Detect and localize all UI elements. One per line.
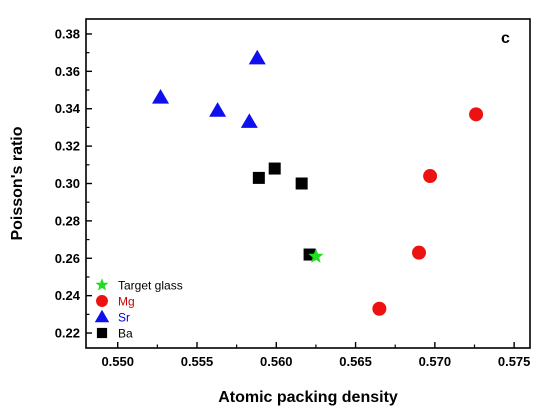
x-tick-label: 0.575: [498, 354, 531, 369]
x-tick-label: 0.565: [339, 354, 372, 369]
legend-marker-sr: [94, 309, 110, 323]
legend-label: Ba: [118, 327, 133, 341]
plot-frame: [85, 18, 531, 349]
ba-point: [252, 171, 265, 184]
legend-marker-ba: [96, 327, 108, 339]
x-tick-label: 0.550: [101, 354, 134, 369]
mg-point: [372, 301, 387, 316]
x-tick-label: 0.570: [419, 354, 452, 369]
legend-label: Mg: [118, 295, 135, 309]
target-glass-point: [308, 248, 324, 263]
ba-point: [268, 162, 281, 175]
sr-point: [240, 113, 258, 128]
y-tick-label: 0.24: [55, 288, 81, 303]
sr-point: [152, 89, 170, 104]
y-tick-label: 0.32: [55, 139, 80, 154]
x-axis-label: Atomic packing density: [218, 389, 398, 406]
y-tick-label: 0.28: [55, 213, 80, 228]
legend-label: Sr: [118, 311, 130, 325]
y-axis-label: Poisson's ratio: [9, 126, 26, 240]
x-tick-label: 0.560: [260, 354, 293, 369]
y-tick-label: 0.34: [55, 101, 81, 116]
y-tick-label: 0.26: [55, 251, 80, 266]
sr-point: [209, 102, 227, 117]
legend-marker-mg: [96, 295, 108, 307]
x-tick-label: 0.555: [181, 354, 214, 369]
sr-point: [248, 49, 266, 65]
y-tick-label: 0.22: [55, 326, 80, 341]
legend: Target glass Mg Sr Ba: [94, 278, 183, 341]
mg-point: [469, 107, 484, 122]
y-tick-label: 0.38: [55, 26, 80, 41]
data-points: [152, 49, 484, 316]
axis-ticks: 0.550 0.555 0.560 0.565 0.570 0.575 0.22 0.24 0.…: [55, 26, 531, 369]
panel-label: c: [501, 30, 510, 47]
legend-marker-target-glass: [95, 278, 109, 291]
mg-point: [412, 245, 426, 260]
ba-point: [295, 177, 308, 190]
mg-point: [423, 169, 438, 184]
y-tick-label: 0.36: [55, 64, 80, 79]
y-tick-label: 0.30: [55, 176, 80, 191]
legend-label: Target glass: [118, 279, 183, 293]
